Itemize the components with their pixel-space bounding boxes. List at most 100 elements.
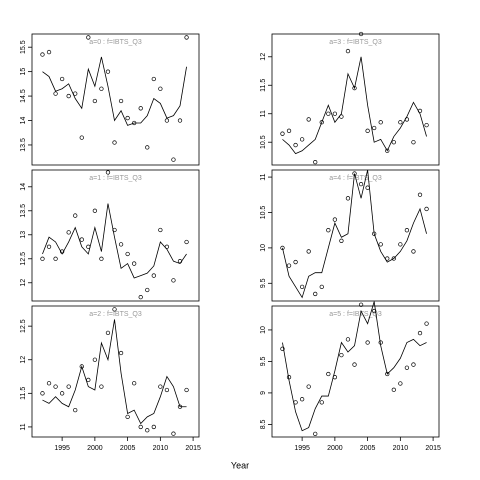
- point: [105, 69, 111, 74]
- x-tick-label: 1995: [294, 445, 310, 452]
- point: [79, 237, 84, 242]
- point: [306, 249, 311, 254]
- y-tick-label: 12: [260, 53, 267, 61]
- point: [391, 256, 396, 261]
- point: [46, 244, 52, 249]
- point: [73, 91, 78, 96]
- point: [86, 244, 91, 249]
- point: [40, 391, 45, 396]
- point: [132, 261, 137, 266]
- point: [132, 381, 137, 386]
- y-tick-label: 12.5: [20, 252, 27, 266]
- y-tick-label: 12.5: [20, 319, 27, 333]
- point: [313, 160, 318, 165]
- point: [53, 384, 58, 389]
- point: [112, 140, 117, 145]
- point: [411, 140, 416, 145]
- point: [171, 431, 176, 436]
- point: [46, 381, 52, 386]
- point: [352, 171, 357, 176]
- point: [286, 263, 292, 268]
- point: [404, 228, 410, 233]
- point: [138, 295, 143, 300]
- point: [385, 371, 390, 377]
- panel-title: a=5 : f=IBTS_Q3: [329, 311, 382, 318]
- point: [92, 208, 98, 213]
- point: [326, 371, 331, 377]
- point: [339, 352, 344, 358]
- point: [293, 400, 298, 405]
- point: [184, 239, 189, 245]
- x-tick-label: 2010: [153, 445, 169, 452]
- point: [46, 49, 52, 55]
- fit-line: [42, 319, 187, 425]
- x-axis-label: Year: [231, 460, 249, 470]
- point: [118, 98, 124, 104]
- point: [417, 192, 423, 197]
- point: [332, 217, 338, 222]
- panel-title: a=3 : f=IBTS_Q3: [329, 39, 382, 46]
- y-tick-label: 12: [20, 279, 27, 287]
- point: [53, 256, 58, 261]
- point: [345, 337, 351, 342]
- point: [145, 428, 150, 433]
- point: [73, 407, 78, 413]
- point: [345, 48, 351, 54]
- point: [99, 86, 104, 91]
- point: [319, 120, 324, 125]
- point: [365, 340, 370, 345]
- point: [332, 111, 338, 116]
- point: [293, 259, 298, 265]
- point: [158, 86, 163, 91]
- point: [177, 118, 183, 123]
- point: [164, 118, 170, 123]
- point: [398, 242, 403, 247]
- point: [372, 125, 377, 131]
- point: [358, 182, 364, 187]
- fit-line: [282, 169, 427, 299]
- point: [286, 128, 292, 133]
- point: [177, 404, 183, 409]
- point: [99, 384, 104, 389]
- point: [280, 131, 285, 136]
- panel-frame: [31, 305, 200, 438]
- point: [151, 76, 156, 82]
- point: [59, 76, 65, 82]
- point: [40, 52, 45, 57]
- y-tick-label: 11: [20, 423, 27, 430]
- point: [313, 291, 318, 297]
- y-tick-label: 11: [260, 110, 267, 117]
- y-tick-label: 14: [20, 117, 27, 125]
- point: [417, 108, 423, 114]
- point: [352, 362, 357, 367]
- point: [132, 120, 137, 126]
- point: [358, 31, 364, 37]
- point: [306, 117, 311, 122]
- y-tick-label: 9.5: [260, 278, 267, 288]
- point: [66, 384, 71, 389]
- y-tick-label: 15.5: [20, 40, 27, 54]
- point: [145, 287, 150, 293]
- point: [280, 245, 285, 251]
- y-tick-label: 11: [260, 173, 267, 180]
- point: [138, 106, 143, 111]
- point: [404, 365, 410, 370]
- point: [184, 35, 189, 40]
- x-tick-label: 2015: [425, 445, 441, 452]
- point: [391, 387, 396, 392]
- point: [319, 284, 324, 289]
- point: [92, 98, 98, 104]
- fit-line: [42, 56, 187, 126]
- point: [293, 142, 298, 148]
- point: [66, 93, 71, 99]
- panel-title: a=2 : f=IBTS_Q3: [89, 311, 142, 318]
- y-tick-label: 8.5: [260, 419, 267, 429]
- x-tick-label: 2000: [327, 445, 343, 452]
- point: [424, 122, 429, 128]
- point: [398, 120, 403, 125]
- y-tick-label: 10: [260, 244, 267, 252]
- point: [164, 244, 170, 249]
- fit-line: [282, 56, 427, 155]
- point: [184, 387, 189, 393]
- y-tick-label: 12: [20, 356, 27, 364]
